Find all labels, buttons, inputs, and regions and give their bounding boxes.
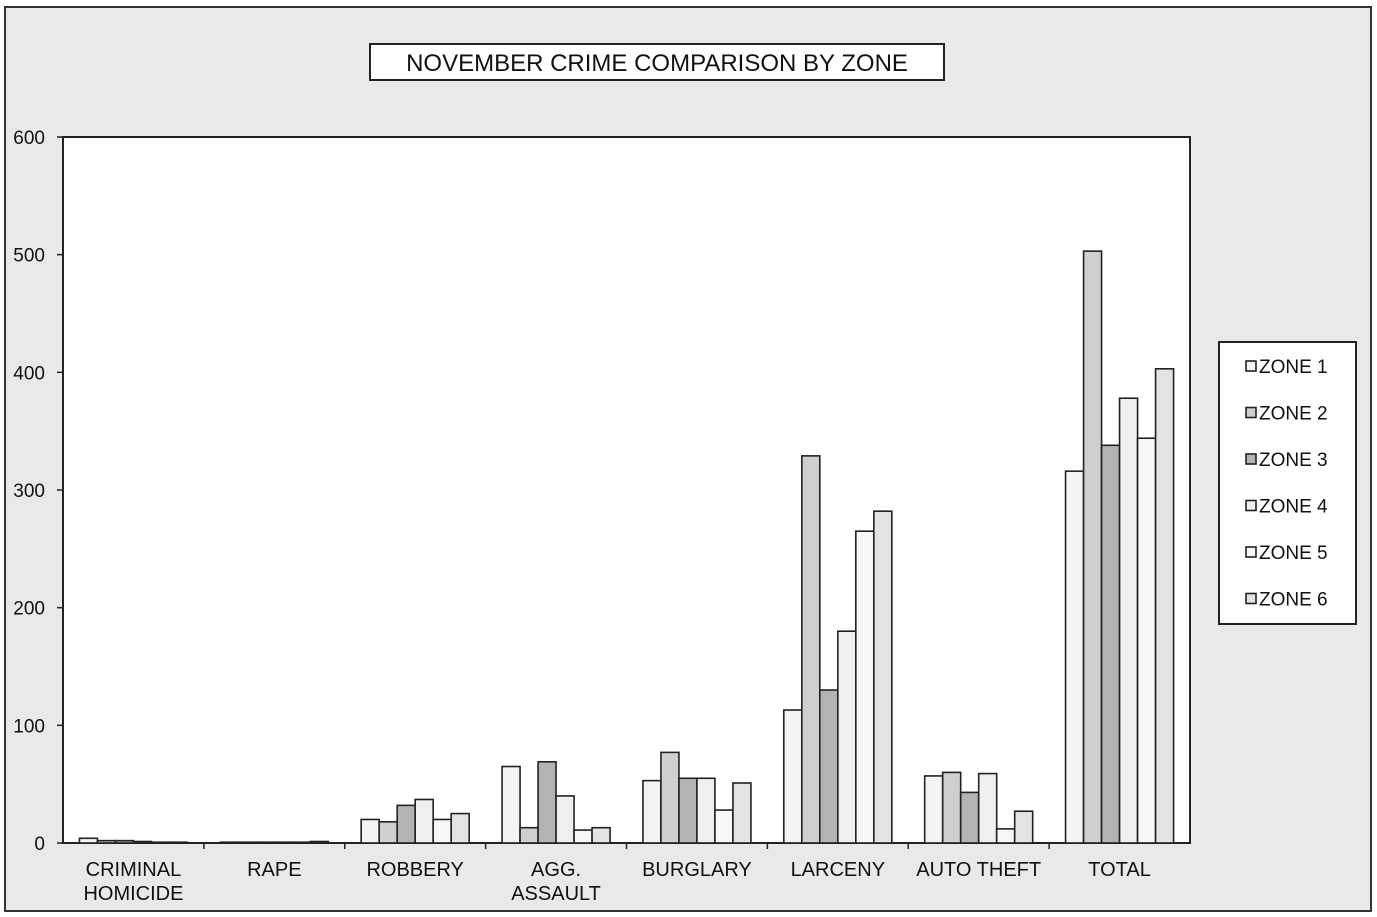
x-tick-label: TOTAL <box>1088 859 1151 881</box>
bar-zone-4 <box>1118 397 1139 844</box>
x-tick-label: ROBBERY <box>366 859 463 881</box>
bar-zone-5 <box>573 829 593 844</box>
y-tick-label: 200 <box>13 599 45 620</box>
y-tick-label: 400 <box>13 363 45 384</box>
bar-zone-6 <box>309 840 330 844</box>
bar-zone-6 <box>1013 810 1034 844</box>
bar-zone-3 <box>255 841 276 844</box>
bar-zone-6 <box>732 782 752 844</box>
bar-zone-2 <box>1082 250 1103 844</box>
bar-zone-3 <box>819 689 839 844</box>
bar-zone-5 <box>714 809 734 844</box>
bar-zone-2 <box>378 821 398 844</box>
bar-zone-1 <box>642 779 662 844</box>
chart-title: NOVEMBER CRIME COMPARISON BY ZONE <box>406 50 908 77</box>
legend-swatch <box>1245 360 1257 372</box>
bar-zone-5 <box>995 828 1016 844</box>
bar-zone-4 <box>837 630 857 844</box>
bar-zone-3 <box>537 761 557 844</box>
bar-zone-6 <box>1154 368 1175 844</box>
bar-zone-1 <box>1064 470 1085 844</box>
bar-zone-5 <box>432 818 452 844</box>
y-tick-label: 0 <box>34 834 45 855</box>
bar-zone-1 <box>501 765 521 844</box>
bar-zone-1 <box>360 818 380 844</box>
bar-zone-1 <box>783 709 803 844</box>
bar-zone-2 <box>660 751 680 844</box>
bar-zone-4 <box>273 841 294 844</box>
plot-area <box>62 136 1191 844</box>
y-tick-label: 600 <box>13 128 45 149</box>
legend-label: ZONE 1 <box>1259 357 1328 378</box>
bar-zone-4 <box>414 798 434 844</box>
chart-title-box <box>369 43 945 81</box>
bar-zone-3 <box>959 791 980 844</box>
legend-label: ZONE 6 <box>1259 590 1328 611</box>
bar-zone-3 <box>1100 444 1121 844</box>
x-tick-label: RAPE <box>247 859 301 881</box>
bar-zone-3 <box>114 839 135 844</box>
bar-zone-2 <box>96 839 117 844</box>
bar-zone-1 <box>78 837 99 844</box>
legend-label: ZONE 3 <box>1259 450 1328 471</box>
y-tick-label: 500 <box>13 246 45 267</box>
bar-zone-6 <box>450 812 470 844</box>
legend-label: ZONE 5 <box>1259 543 1328 564</box>
bar-zone-6 <box>873 510 893 844</box>
bar-zone-6 <box>591 826 611 844</box>
legend-swatch <box>1245 406 1257 419</box>
legend-label: ZONE 2 <box>1259 404 1328 425</box>
bar-zone-3 <box>396 804 416 844</box>
bar-zone-3 <box>678 777 698 844</box>
bar-zone-2 <box>237 841 258 844</box>
legend-label: ZONE 4 <box>1259 497 1328 518</box>
legend-swatch <box>1245 453 1257 465</box>
x-tick-label: CRIMINAL HOMICIDE <box>83 859 183 905</box>
bar-zone-4 <box>696 777 716 844</box>
legend-swatch <box>1245 592 1257 605</box>
bar-zone-2 <box>519 826 539 844</box>
bar-zone-1 <box>219 841 240 844</box>
bar-zone-6 <box>168 841 189 844</box>
x-tick-label: BURGLARY <box>642 859 752 881</box>
x-tick-label: LARCENY <box>791 859 885 881</box>
y-tick-label: 100 <box>13 716 45 737</box>
bar-zone-5 <box>855 530 875 844</box>
x-tick-label: AGG. ASSAULT <box>511 859 601 905</box>
bar-zone-2 <box>941 771 962 844</box>
bar-zone-5 <box>150 841 171 844</box>
bar-zone-4 <box>132 840 153 844</box>
legend <box>1218 341 1357 625</box>
bar-zone-4 <box>555 795 575 844</box>
bar-zone-4 <box>977 772 998 844</box>
bar-zone-5 <box>291 841 312 844</box>
y-tick-label: 300 <box>13 481 45 502</box>
legend-swatch <box>1245 546 1257 558</box>
bar-zone-2 <box>801 455 821 844</box>
legend-swatch <box>1245 499 1257 512</box>
bar-zone-1 <box>923 775 944 844</box>
bar-zone-5 <box>1136 437 1157 844</box>
x-tick-label: AUTO THEFT <box>916 859 1041 881</box>
